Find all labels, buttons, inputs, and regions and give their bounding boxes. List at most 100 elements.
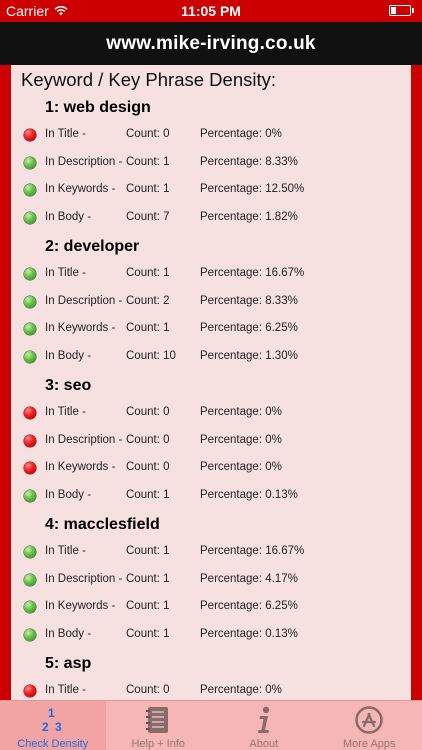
status-green-icon: [24, 351, 36, 364]
svg-text:3: 3: [55, 720, 62, 734]
section-title: 2: developer: [45, 238, 140, 255]
row-count: Count: 0: [126, 433, 170, 446]
row-label: In Keywords -: [45, 600, 116, 613]
status-green-icon: [24, 629, 36, 642]
tab-about[interactable]: About: [211, 701, 317, 750]
result-row: In Body - Count: 1 Percentage: 0.13%: [11, 487, 411, 507]
result-row: In Keywords - Count: 0 Percentage: 0%: [11, 459, 411, 479]
status-green-icon: [24, 546, 36, 558]
tab-help-info[interactable]: Help + Info: [106, 701, 212, 750]
numbers-icon: 1 2 3: [42, 706, 62, 734]
row-percentage: Percentage: 16.67%: [200, 267, 305, 279]
result-row: In Title - Count: 0 Percentage: 0%: [11, 404, 411, 424]
row-label: In Description -: [45, 294, 123, 307]
page-title: Keyword / Key Phrase Density:: [21, 69, 276, 90]
row-count: Count: 1: [126, 600, 170, 613]
section-title: 1: web design: [45, 99, 151, 116]
tab-label: Check Density: [17, 738, 89, 750]
site-url: www.mike-irving.co.uk: [0, 22, 422, 65]
row-count: Count: 1: [126, 628, 170, 641]
row-label: In Body -: [45, 489, 92, 502]
row-label: In Keywords -: [45, 461, 116, 474]
row-label: In Description -: [45, 572, 123, 585]
row-count: Count: 1: [126, 545, 170, 557]
row-percentage: Percentage: 8.33%: [200, 155, 298, 168]
battery-icon: [389, 5, 414, 16]
svg-text:2: 2: [42, 720, 49, 734]
row-count: Count: 1: [126, 155, 170, 168]
row-label: In Title -: [45, 128, 86, 140]
status-red-icon: [24, 685, 36, 697]
status-green-icon: [24, 323, 36, 336]
clock: 11:05 PM: [181, 3, 241, 19]
result-row: In Keywords - Count: 1 Percentage: 6.25%: [11, 320, 411, 340]
row-label: In Keywords -: [45, 183, 116, 196]
status-red-icon: [24, 129, 36, 141]
status-green-icon: [24, 212, 36, 225]
row-label: In Title -: [45, 406, 86, 418]
wifi-icon: [54, 6, 68, 16]
tab-check-density[interactable]: 1 2 3 Check Density: [0, 701, 106, 750]
result-row: In Keywords - Count: 1 Percentage: 6.25%: [11, 598, 411, 618]
section-title: 3: seo: [45, 377, 92, 394]
result-row: In Title - Count: 1 Percentage: 16.67%: [11, 543, 411, 563]
row-count: Count: 0: [126, 461, 170, 474]
tab-bar: 1 2 3 Check Density Help + Info: [0, 700, 422, 750]
row-percentage: Percentage: 0%: [200, 128, 282, 140]
row-percentage: Percentage: 12.50%: [200, 183, 305, 196]
row-count: Count: 1: [126, 267, 170, 279]
row-percentage: Percentage: 6.25%: [200, 322, 298, 335]
row-percentage: Percentage: 0.13%: [200, 489, 298, 502]
result-row: In Body - Count: 10 Percentage: 1.30%: [11, 348, 411, 368]
tab-label: More Apps: [342, 738, 396, 750]
result-row: In Title - Count: 0 Percentage: 0%: [11, 126, 411, 146]
status-green-icon: [24, 184, 36, 197]
row-label: In Title -: [45, 684, 86, 696]
row-percentage: Percentage: 0%: [200, 406, 282, 418]
row-label: In Body -: [45, 628, 92, 641]
status-green-icon: [24, 295, 36, 308]
row-percentage: Percentage: 8.33%: [200, 294, 298, 307]
row-count: Count: 0: [126, 406, 170, 418]
info-icon: [257, 706, 269, 733]
row-percentage: Percentage: 6.25%: [200, 600, 298, 613]
row-percentage: Percentage: 0%: [200, 433, 282, 446]
result-row: In Description - Count: 0 Percentage: 0%: [11, 432, 411, 452]
result-row: In Description - Count: 1 Percentage: 8.33…: [11, 154, 411, 174]
row-label: In Keywords -: [45, 322, 116, 335]
status-green-icon: [24, 573, 36, 586]
notebook-icon: [146, 707, 169, 733]
row-count: Count: 0: [126, 684, 170, 696]
row-label: In Title -: [45, 267, 86, 279]
status-green-icon: [24, 268, 36, 280]
row-label: In Body -: [45, 350, 92, 363]
row-count: Count: 10: [126, 350, 176, 363]
row-count: Count: 7: [126, 211, 170, 224]
status-green-icon: [24, 156, 36, 169]
result-row: In Body - Count: 1 Percentage: 0.13%: [11, 626, 411, 646]
result-row: In Description - Count: 1 Percentage: 4.17…: [11, 571, 411, 591]
row-percentage: Percentage: 0%: [200, 461, 282, 474]
tab-more-apps[interactable]: More Apps: [317, 701, 422, 750]
row-percentage: Percentage: 4.17%: [200, 572, 298, 585]
row-label: In Body -: [45, 211, 92, 224]
carrier-label: Carrier: [6, 3, 49, 19]
row-count: Count: 1: [126, 489, 170, 502]
row-percentage: Percentage: 16.67%: [200, 545, 305, 557]
app-store-icon: [355, 706, 383, 734]
row-percentage: Percentage: 1.30%: [200, 350, 298, 363]
density-results[interactable]: Keyword / Key Phrase Density: 1: web des…: [11, 65, 411, 700]
status-red-icon: [24, 407, 36, 419]
row-percentage: Percentage: 0.13%: [200, 628, 298, 641]
result-row: In Body - Count: 7 Percentage: 1.82%: [11, 209, 411, 229]
row-percentage: Percentage: 0%: [200, 684, 282, 696]
section-title: 5: asp: [45, 655, 92, 672]
svg-text:1: 1: [48, 706, 55, 720]
row-count: Count: 2: [126, 294, 170, 307]
row-count: Count: 0: [126, 128, 170, 140]
carrier-group: Carrier: [6, 3, 68, 19]
result-row: In Title - Count: 1 Percentage: 16.67%: [11, 265, 411, 285]
status-green-icon: [24, 490, 36, 503]
row-percentage: Percentage: 1.82%: [200, 211, 298, 224]
row-label: In Description -: [45, 155, 123, 168]
